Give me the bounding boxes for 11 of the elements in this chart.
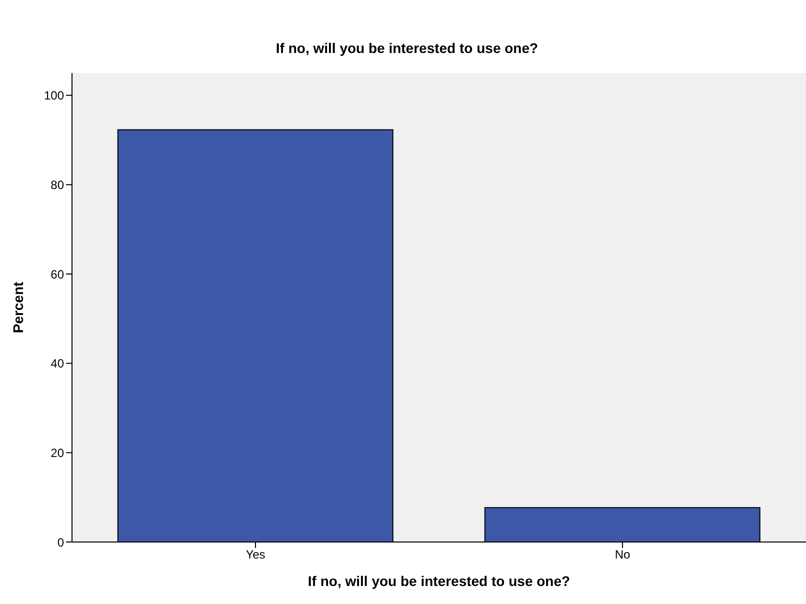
x-axis-title: If no, will you be interested to use one? <box>308 573 570 589</box>
y-tick-label: 40 <box>50 356 64 371</box>
y-tick-label: 0 <box>57 535 64 550</box>
chart-title: If no, will you be interested to use one? <box>274 40 540 56</box>
x-tick-label: No <box>614 548 630 562</box>
x-tick-label: Yes <box>246 548 266 562</box>
y-tick-label: 60 <box>50 267 64 282</box>
y-axis-title: Percent <box>10 281 26 334</box>
y-tick-label: 80 <box>50 178 64 192</box>
y-tick-label: 100 <box>44 88 64 103</box>
y-tick-label: 20 <box>50 446 64 460</box>
